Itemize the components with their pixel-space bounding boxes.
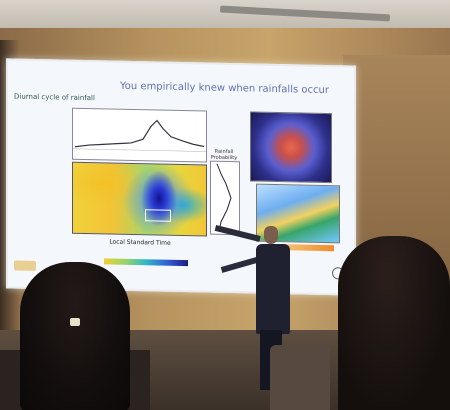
line-plot: [72, 107, 207, 163]
audience-member-right: [338, 236, 450, 410]
presenter-head: [264, 226, 278, 244]
logo-left: [14, 260, 36, 271]
profile-label: Rainfall Probability: [210, 148, 238, 162]
audience-member-left: [20, 262, 130, 410]
plot-line: [74, 119, 205, 148]
presenter-body: [256, 244, 290, 334]
slide-title: You empirically knew when rainfalls occu…: [120, 80, 329, 97]
chair: [270, 345, 330, 410]
rainfall-heatmap: [72, 161, 207, 237]
heatmap-colorbar: [104, 258, 188, 267]
heatmap-highlight-box: [145, 209, 171, 222]
slide-subtitle: Diurnal cycle of rainfall: [14, 92, 95, 103]
profile-line: [216, 163, 232, 232]
hair-clip: [70, 318, 80, 326]
projection-screen: You empirically knew when rainfalls occu…: [6, 58, 356, 296]
plot-axis: [73, 148, 206, 152]
heatmap-x-label: Local Standard Time: [109, 238, 171, 247]
line-plot-svg: [73, 119, 206, 152]
profile-plot: [210, 160, 240, 236]
profile-svg: [216, 163, 232, 232]
satellite-image: [250, 111, 332, 184]
